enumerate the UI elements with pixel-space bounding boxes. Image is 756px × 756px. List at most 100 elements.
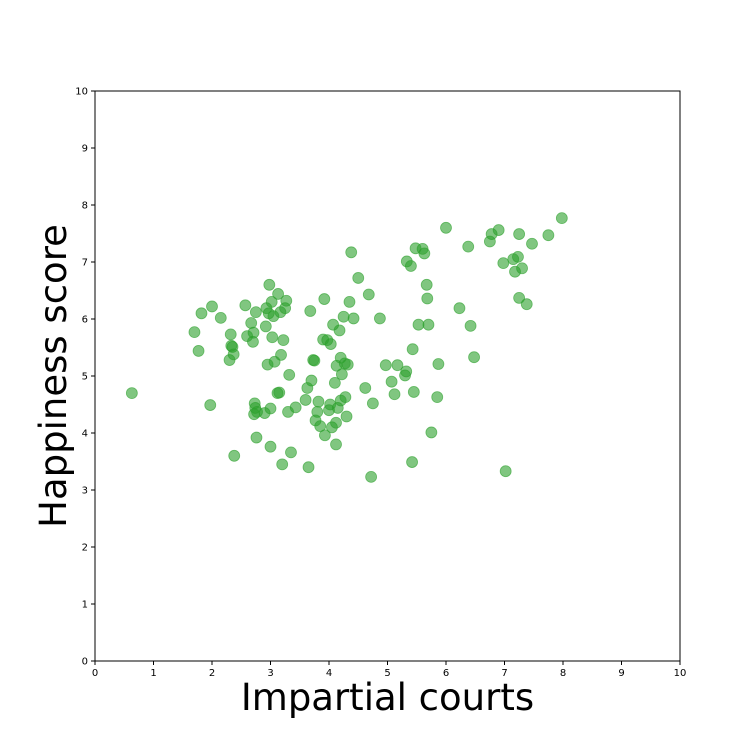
data-point [335, 368, 348, 381]
data-point [239, 299, 252, 312]
data-point [343, 295, 356, 308]
data-point [328, 376, 341, 389]
data-point [266, 331, 279, 344]
x-tick-label: 5 [384, 668, 390, 679]
data-point [206, 300, 218, 313]
data-point [299, 394, 312, 406]
y-tick-label: 7 [82, 258, 88, 269]
data-point [311, 406, 324, 418]
x-tick-label: 8 [560, 668, 566, 679]
data-point [499, 465, 512, 478]
data-point [227, 348, 240, 361]
data-point [362, 288, 375, 301]
data-point [264, 402, 277, 415]
data-point [272, 288, 285, 300]
data-point [228, 449, 241, 462]
data-point [302, 461, 315, 474]
data-point [265, 295, 278, 308]
data-point [339, 391, 352, 403]
data-point [453, 302, 466, 315]
y-tick-label: 9 [82, 144, 88, 155]
y-tick-label: 10 [75, 87, 88, 98]
data-point [385, 375, 398, 388]
data-point [324, 338, 337, 350]
data-point [542, 229, 555, 242]
data-point [388, 388, 401, 401]
data-point [204, 399, 217, 411]
data-point [259, 320, 272, 333]
y-axis-title: Happiness score [32, 224, 75, 528]
data-point [245, 317, 258, 329]
data-point [337, 310, 350, 323]
data-point [314, 420, 327, 433]
data-point [188, 326, 201, 339]
data-point [247, 326, 260, 339]
data-point [366, 397, 379, 410]
data-point [214, 311, 227, 324]
data-point [263, 278, 276, 291]
data-point [308, 354, 321, 367]
data-point [391, 359, 404, 372]
data-point [283, 368, 296, 381]
data-point [513, 228, 526, 240]
data-point [333, 324, 346, 337]
x-tick-label: 6 [443, 668, 449, 679]
data-point [406, 343, 419, 356]
data-point [359, 382, 372, 394]
data-point [305, 374, 318, 387]
data-point [420, 278, 433, 291]
y-tick-label: 2 [82, 543, 88, 554]
axis-ticks: 0 1 2 3 4 5 6 7 8 9 10 0 1 2 3 4 5 6 7 8 9 10 [75, 87, 686, 680]
data-point [277, 334, 290, 346]
data-point [276, 458, 289, 471]
data-point [289, 401, 302, 414]
data-point [250, 431, 263, 444]
data-point [513, 292, 526, 304]
y-tick-label: 8 [82, 201, 88, 212]
data-point [330, 416, 342, 429]
data-point [404, 260, 417, 272]
data-point [421, 292, 434, 305]
x-tick-label: 4 [326, 668, 332, 679]
data-point [125, 387, 138, 400]
data-point [516, 262, 528, 275]
data-point [512, 250, 524, 263]
data-point [379, 359, 392, 372]
data-point [340, 410, 353, 423]
data-point [425, 426, 438, 439]
x-axis-title: Impartial courts [241, 676, 534, 719]
y-tick-label: 6 [82, 315, 88, 326]
data-point [412, 318, 425, 331]
data-points [125, 212, 568, 483]
x-tick-label: 10 [674, 668, 687, 679]
data-point [318, 293, 331, 305]
data-point [407, 386, 420, 398]
data-point [418, 247, 431, 260]
data-point [341, 358, 354, 371]
data-point [347, 312, 360, 325]
data-point [195, 307, 208, 320]
data-point [400, 365, 413, 378]
data-point [373, 312, 386, 325]
data-point [520, 298, 533, 311]
data-point [275, 349, 287, 361]
data-point [526, 237, 538, 250]
data-point [312, 395, 325, 408]
data-point [345, 246, 358, 259]
data-point [319, 429, 331, 442]
y-tick-label: 4 [82, 429, 88, 440]
data-point [555, 212, 568, 225]
data-point [365, 470, 378, 483]
x-tick-label: 9 [618, 668, 624, 679]
data-point [249, 306, 262, 319]
plot-frame [94, 90, 681, 662]
data-point [224, 328, 237, 341]
data-point [422, 318, 435, 331]
data-point [273, 386, 286, 399]
data-point [464, 319, 477, 332]
data-point [352, 272, 365, 284]
x-tick-label: 7 [501, 668, 507, 679]
x-tick-label: 3 [267, 668, 273, 679]
data-point [462, 240, 475, 253]
